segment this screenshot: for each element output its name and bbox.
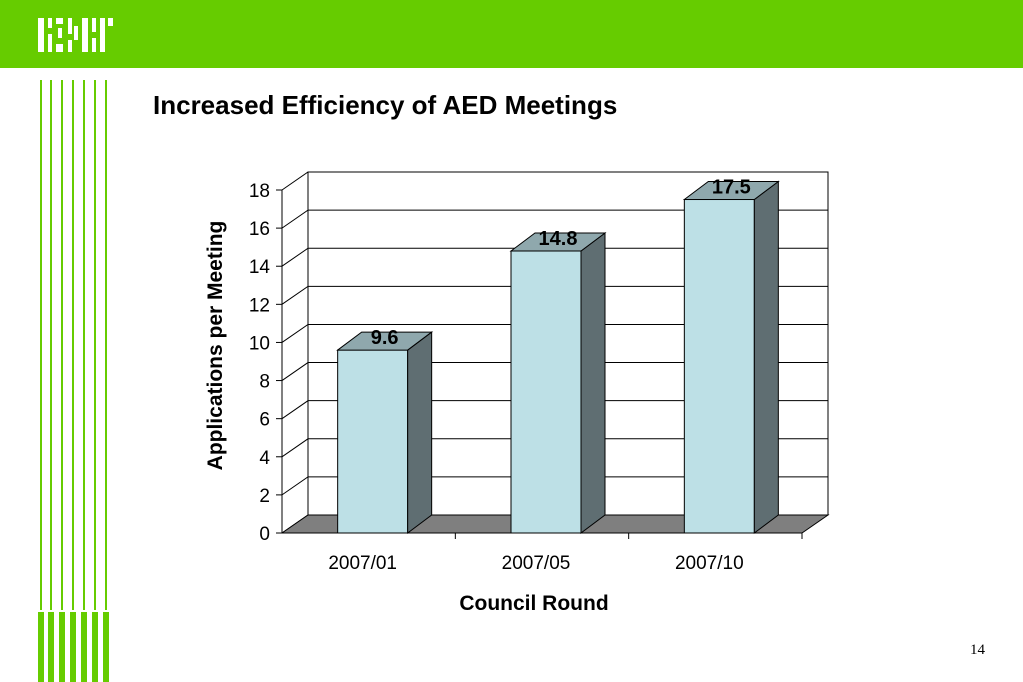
logo-icon xyxy=(38,18,113,52)
gridline xyxy=(281,438,828,458)
bar-top xyxy=(336,331,434,351)
stripe-thick xyxy=(81,612,87,682)
stripe-thin xyxy=(50,80,52,610)
data-label: 9.6 xyxy=(371,327,399,349)
gridline xyxy=(281,362,828,381)
stripe-thick xyxy=(92,612,98,682)
stripe-thin xyxy=(94,80,96,610)
stripe-thick xyxy=(59,612,65,682)
y-tick-label: 14 xyxy=(249,257,271,278)
stripe-thin xyxy=(61,80,63,610)
slide-title: Increased Efficiency of AED Meetings xyxy=(153,90,618,120)
decorative-stripes xyxy=(38,80,109,682)
y-tick-label: 6 xyxy=(259,410,270,431)
bar xyxy=(510,250,582,534)
stripe-thick xyxy=(38,612,44,682)
gridline xyxy=(281,209,828,229)
stripe-thick xyxy=(103,612,109,682)
stripe-thin xyxy=(83,80,85,610)
bar-top xyxy=(682,181,780,201)
gridline xyxy=(281,247,828,267)
x-tick-label: 2007/05 xyxy=(502,553,571,574)
page-number: 14 xyxy=(970,642,985,658)
bar xyxy=(683,199,755,534)
x-tick-label: 2007/01 xyxy=(328,553,397,574)
data-label: 14.8 xyxy=(539,228,578,250)
stripe-thin xyxy=(72,80,74,610)
bar xyxy=(337,349,409,534)
y-tick-label: 8 xyxy=(259,372,270,393)
gridline xyxy=(281,285,828,305)
bar-top xyxy=(509,232,607,252)
y-axis-title: Applications per Meeting xyxy=(204,221,227,471)
header-band xyxy=(0,0,1023,68)
gridline xyxy=(281,323,828,343)
bar-side xyxy=(407,331,433,534)
y-tick-label: 12 xyxy=(249,295,270,316)
stripe-thick xyxy=(48,612,54,682)
y-tick-label: 0 xyxy=(259,524,270,545)
stripe-thick xyxy=(70,612,76,682)
y-tick-label: 16 xyxy=(249,219,270,240)
y-tick-label: 4 xyxy=(259,448,270,469)
gridline xyxy=(281,171,828,191)
gridline xyxy=(281,400,828,420)
bar-side xyxy=(753,180,779,534)
x-axis-title: Council Round xyxy=(459,592,608,615)
bar-side xyxy=(580,231,606,534)
gridline xyxy=(281,476,828,496)
stripe-thin xyxy=(105,80,107,610)
y-tick-label: 18 xyxy=(249,181,270,202)
y-tick-label: 2 xyxy=(259,486,270,507)
bar-chart: 0 2 4 6 8 10 12 14 16 18 9.6 2007/01 14.8 2007/05 17.5… xyxy=(204,171,830,615)
y-tick-label: 10 xyxy=(249,333,270,354)
stripe-thin xyxy=(40,80,42,610)
data-label: 17.5 xyxy=(712,177,751,199)
x-tick-label: 2007/10 xyxy=(675,553,744,574)
